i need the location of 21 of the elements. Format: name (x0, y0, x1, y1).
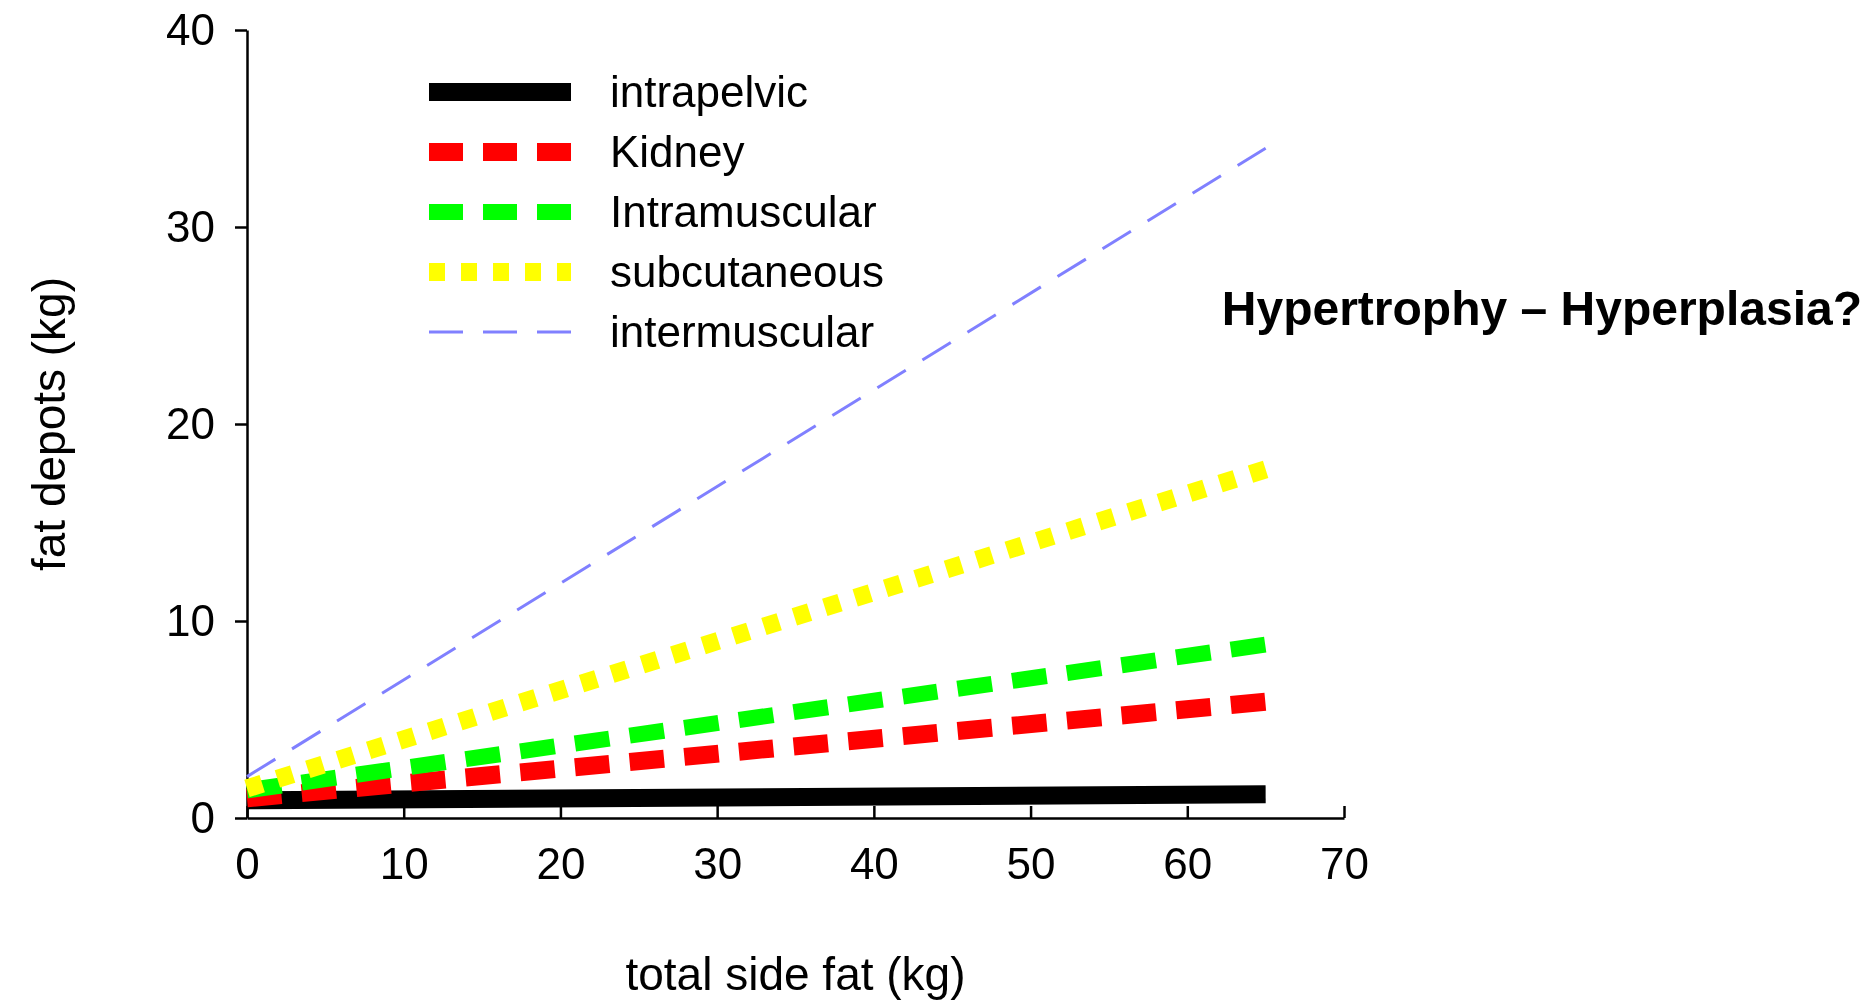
legend-label: subcutaneous (610, 247, 884, 296)
x-tick-label: 70 (1320, 839, 1369, 889)
x-tick-label: 10 (379, 839, 429, 889)
x-tick-label: 40 (849, 839, 899, 889)
x-axis-title: total side fat (kg) (625, 948, 966, 1000)
legend-label: Intramuscular (610, 187, 877, 236)
x-tick-label: 30 (693, 839, 743, 889)
x-tick-label: 20 (536, 839, 586, 889)
x-tick-label: 0 (235, 839, 260, 889)
y-axis-title: fat depots (kg) (23, 276, 75, 572)
legend-label: intermuscular (610, 307, 875, 356)
y-tick-label: 30 (166, 201, 215, 251)
legend-label: Kidney (610, 127, 745, 176)
y-tick-label: 40 (166, 4, 215, 54)
x-tick-label: 60 (1163, 839, 1213, 889)
y-tick-label: 20 (166, 398, 215, 448)
y-tick-label: 10 (166, 595, 215, 645)
x-tick-label: 50 (1006, 839, 1056, 889)
legend-label: intrapelvic (610, 67, 809, 116)
annotation: Hypertrophy – Hyperplasia? (1221, 282, 1862, 335)
y-tick-label: 0 (190, 792, 215, 842)
